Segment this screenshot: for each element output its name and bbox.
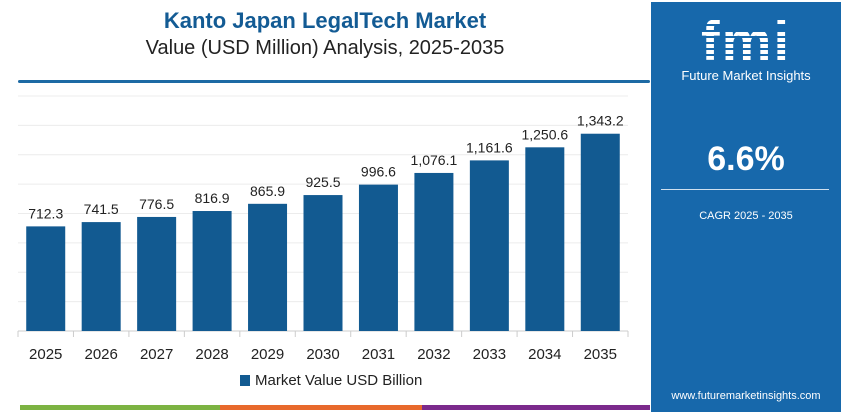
stripe-purple (422, 405, 650, 410)
bar-2034 (525, 147, 565, 331)
x-tick-label-2034: 2034 (528, 346, 561, 363)
bar-2030 (303, 195, 343, 331)
bar-2025 (26, 226, 66, 331)
cagr-label: CAGR 2025 - 2035 (699, 210, 793, 222)
x-tick-label-2031: 2031 (362, 346, 395, 363)
panel-divider (661, 189, 829, 190)
title-divider (18, 80, 650, 83)
bar-2026 (81, 222, 121, 331)
bar-2027 (137, 216, 177, 331)
bar-2029 (248, 203, 288, 331)
data-label-2031: 996.6 (361, 164, 396, 180)
data-label-2034: 1,250.6 (521, 126, 568, 142)
data-label-2028: 816.9 (195, 190, 230, 206)
x-tick-label-2027: 2027 (140, 346, 173, 363)
stripe-orange (220, 405, 422, 410)
data-label-2026: 741.5 (84, 201, 119, 217)
website-link[interactable]: www.futuremarketinsights.com (671, 390, 821, 402)
x-tick-label-2026: 2026 (84, 346, 117, 363)
info-panel: fmi Future Market Insights 6.6% CAGR 202… (651, 2, 841, 412)
bar-chart: 712.3 2025 741.5 2026 776.5 2027 816.9 2028 865.… (17, 95, 629, 363)
brand-name: Future Market Insights (681, 68, 811, 83)
legend: Market Value USD Billion (240, 372, 422, 389)
data-label-2027: 776.5 (139, 196, 174, 212)
bar-2033 (469, 160, 509, 331)
data-label-2033: 1,161.6 (466, 139, 513, 155)
x-tick-label-2032: 2032 (417, 346, 450, 363)
stripe-green (20, 405, 220, 410)
data-label-2029: 865.9 (250, 183, 285, 199)
x-tick-label-2035: 2035 (584, 346, 617, 363)
x-tick-label-2025: 2025 (29, 346, 62, 363)
bar-2035 (580, 133, 620, 331)
legend-swatch (240, 375, 250, 386)
bar-2032 (414, 172, 454, 331)
fmi-logo: fmi (651, 13, 841, 69)
x-tick-label-2028: 2028 (195, 346, 228, 363)
data-label-2035: 1,343.2 (577, 113, 624, 129)
cagr-value: 6.6% (707, 140, 785, 178)
x-tick-label-2033: 2033 (473, 346, 506, 363)
bar-2031 (358, 184, 398, 331)
data-label-2030: 925.5 (305, 174, 340, 190)
chart-subtitle: Value (USD Million) Analysis, 2025-2035 (145, 37, 505, 59)
data-label-2032: 1,076.1 (411, 152, 458, 168)
data-label-2025: 712.3 (28, 205, 63, 221)
x-tick-label-2029: 2029 (251, 346, 284, 363)
legend-label: Market Value USD Billion (255, 372, 423, 389)
chart-title: Kanto Japan LegalTech Market (163, 8, 487, 33)
x-tick-label-2030: 2030 (306, 346, 339, 363)
bar-2028 (192, 211, 232, 331)
